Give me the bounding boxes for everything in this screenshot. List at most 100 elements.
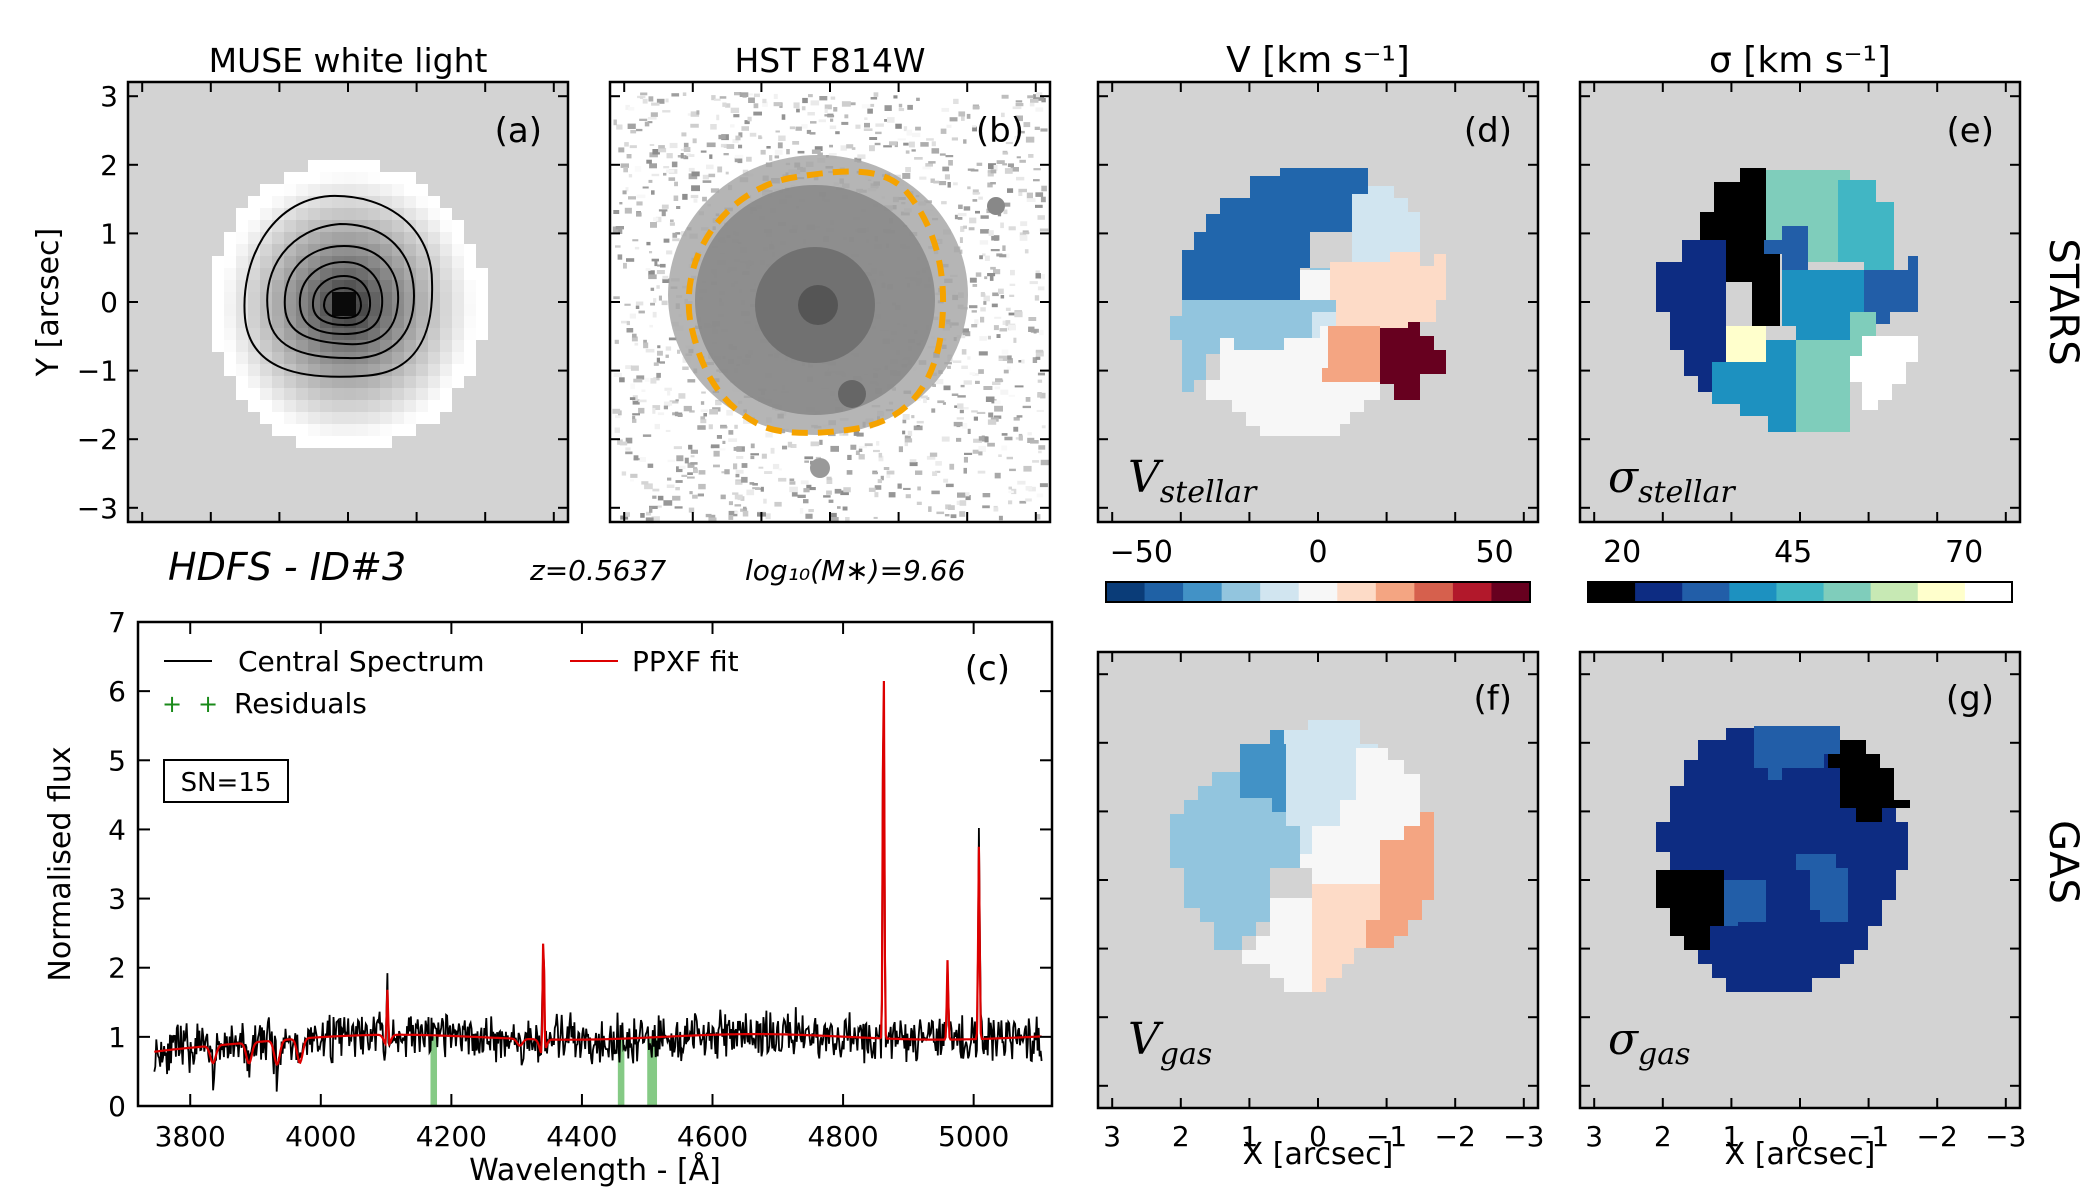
- hst-noise-speck: [748, 93, 753, 96]
- hst-noise-speck: [905, 494, 911, 499]
- hst-noise-speck: [893, 95, 898, 99]
- hst-noise-speck: [855, 124, 861, 129]
- hst-noise-speck: [887, 117, 895, 123]
- white-light-pixel: [368, 160, 380, 172]
- hst-noise-speck: [678, 465, 686, 469]
- hst-noise-speck: [632, 418, 637, 423]
- hst-noise-speck: [683, 147, 691, 152]
- white-light-pixel: [428, 328, 440, 340]
- hst-noise-speck: [752, 483, 758, 486]
- white-light-pixel: [416, 316, 428, 328]
- hst-noise-speck: [841, 101, 851, 107]
- contour-4: [298, 260, 384, 336]
- colorbar-sigma-ticks: 20 45 70: [1603, 535, 1983, 570]
- white-light-pixel: [260, 280, 272, 292]
- hst-noise-speck: [1013, 417, 1020, 421]
- white-light-pixel: [272, 280, 284, 292]
- hst-noise-speck: [858, 448, 863, 452]
- hst-noise-speck: [709, 154, 713, 159]
- hst-noise-speck: [708, 517, 717, 522]
- vstar-region-lightred: [1330, 252, 1446, 328]
- hst-noise-speck: [984, 436, 989, 443]
- hst-noise-speck: [1019, 159, 1026, 163]
- colorbar-tick-label: 0: [1308, 535, 1327, 570]
- white-light-pixel: [356, 424, 368, 436]
- hst-noise-speck: [959, 249, 963, 254]
- white-light-pixel: [284, 388, 296, 400]
- hst-noise-speck: [669, 142, 678, 149]
- white-light-pixel: [392, 352, 404, 364]
- white-light-pixel: [404, 376, 416, 388]
- hst-noise-speck: [1035, 349, 1044, 353]
- hst-noise-speck: [649, 251, 653, 254]
- hst-noise-speck: [648, 179, 653, 183]
- white-light-pixel: [392, 196, 404, 208]
- hst-noise-speck: [639, 118, 648, 121]
- hst-noise-speck: [1029, 281, 1038, 285]
- hst-noise-speck: [760, 486, 764, 492]
- white-light-pixel: [452, 376, 464, 388]
- hst-noise-speck: [1017, 130, 1021, 133]
- white-light-pixel: [320, 424, 332, 436]
- white-light-pixel: [392, 412, 404, 424]
- hst-noise-speck: [827, 115, 835, 118]
- hst-noise-speck: [993, 269, 1001, 275]
- vgas-region-lightred: [1312, 884, 1380, 992]
- legend-fit-label: PPXF fit: [632, 645, 739, 678]
- white-light-pixel: [404, 232, 416, 244]
- hst-noise-speck: [1028, 486, 1036, 492]
- velocity-map-gas: [1170, 720, 1434, 992]
- hst-noise-speck: [720, 494, 726, 500]
- white-light-pixel: [380, 208, 392, 220]
- white-light-pixel: [356, 388, 368, 400]
- hst-noise-speck: [1009, 294, 1015, 297]
- hst-noise-speck: [961, 365, 968, 369]
- white-light-pixel: [416, 268, 428, 280]
- white-light-pixel: [404, 172, 416, 184]
- white-light-pixel: [308, 400, 320, 412]
- colorbar-velocity-frame: [1105, 581, 1531, 603]
- x-tick-label: 0: [1309, 1120, 1327, 1153]
- hst-noise-speck: [728, 501, 733, 506]
- hst-noise-speck: [733, 446, 742, 451]
- hst-noise-speck: [625, 365, 632, 370]
- hst-noise-speck: [1018, 360, 1022, 363]
- hst-noise-speck: [829, 144, 833, 148]
- hst-noise-speck: [907, 104, 913, 110]
- panel-d-map-label: Vstellar: [1128, 452, 1258, 510]
- hst-noise-speck: [864, 122, 870, 128]
- colorbar-swatch: [1452, 582, 1493, 602]
- hst-noise-speck: [1039, 228, 1049, 232]
- hst-noise-speck: [1036, 409, 1044, 412]
- white-light-pixel: [440, 352, 452, 364]
- hst-noise-speck: [971, 410, 978, 413]
- hst-noise-speck: [951, 393, 959, 396]
- hst-noise-speck: [762, 101, 768, 107]
- panel-a-letter: (a): [495, 111, 542, 151]
- hst-noise-speck: [725, 103, 731, 108]
- hst-noise-speck: [979, 255, 983, 260]
- white-light-pixel: [224, 292, 236, 304]
- hst-noise-speck: [936, 511, 945, 515]
- hst-noise-speck: [647, 121, 653, 124]
- hst-noise-speck: [774, 155, 780, 159]
- hst-noise-speck: [988, 163, 996, 170]
- hst-noise-speck: [932, 471, 938, 476]
- hst-noise-speck: [1008, 312, 1017, 316]
- hst-noise-speck: [698, 483, 706, 490]
- hst-noise-speck: [994, 472, 1001, 479]
- vstar-region-lightblue: [1352, 186, 1420, 262]
- hst-noise-speck: [835, 131, 840, 135]
- hst-noise-speck: [1034, 295, 1040, 301]
- hst-noise-speck: [994, 316, 1002, 319]
- hst-noise-speck: [636, 375, 645, 380]
- hst-noise-speck: [928, 161, 936, 164]
- white-light-pixel: [296, 376, 308, 388]
- white-light-pixel: [236, 304, 248, 316]
- hst-noise-speck: [672, 412, 676, 416]
- hst-noise-speck: [676, 455, 684, 462]
- hst-noise-speck: [753, 111, 762, 116]
- white-light-pixel: [440, 400, 452, 412]
- hst-noise-speck: [947, 365, 951, 369]
- panel-b: HST F814W (b): [608, 41, 1052, 524]
